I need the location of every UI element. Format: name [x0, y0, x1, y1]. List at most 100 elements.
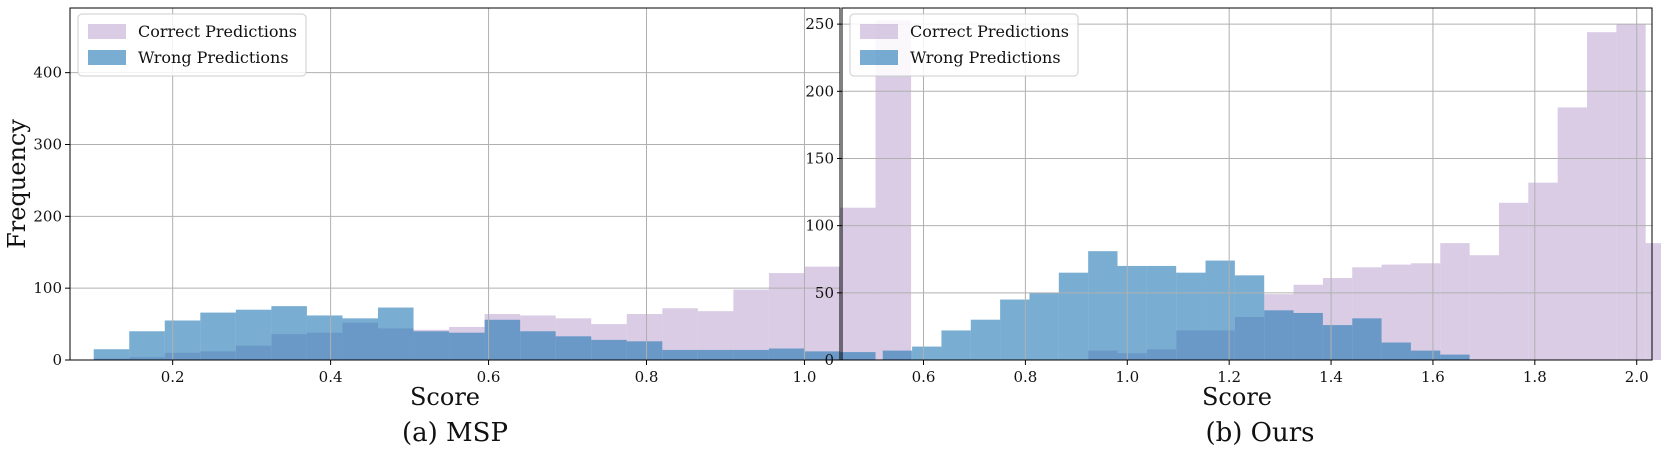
panel-2-wrong-bar: [1146, 265, 1177, 360]
panel-1-wrong-bar: [733, 349, 769, 360]
panel-2-x-tick-label: 2.0: [1625, 368, 1649, 386]
panel-2-correct-bar: [1469, 255, 1499, 360]
panel-1-wrong-bar: [235, 309, 272, 360]
panel-2-correct-bar: [1557, 107, 1587, 360]
panel-2-wrong-bar: [882, 350, 913, 360]
panel-1-legend-wrong-swatch: [88, 50, 126, 65]
panel-1-wrong-bar: [484, 319, 521, 360]
panel-2-wrong-bar: [941, 330, 971, 360]
panel-1-wrong-bar: [768, 348, 805, 360]
panel-1-wrong-bar: [591, 339, 627, 360]
panel-1-x-tick-label: 0.2: [161, 368, 185, 386]
panel-2-wrong-bar: [1322, 325, 1353, 360]
panel-2-y-tick-label: 200: [805, 82, 834, 100]
panel-1-correct-bar: [733, 289, 769, 360]
panel-2-wrong-bar: [1000, 299, 1030, 360]
panel-1-legend-correct-swatch: [88, 24, 126, 39]
panel-1-y-tick-label: 300: [33, 135, 62, 153]
panel-2-correct-bar: [1410, 263, 1441, 360]
panel-1-correct-bar: [875, 20, 912, 360]
panel-1-y-tick-label: 0: [52, 351, 62, 369]
panel-1-wrong-bar: [413, 331, 450, 360]
panel-2-wrong-bar: [1088, 251, 1118, 360]
panel-2-wrong-bar: [1117, 265, 1147, 360]
panel-1-correct-bar: [804, 266, 840, 360]
panel-2-correct-bar: [1498, 202, 1529, 360]
panel-1-x-tick-label: 0.6: [477, 368, 501, 386]
panel-2-wrong-bar: [1381, 342, 1411, 360]
panel-2-wrong-bar: [1176, 272, 1206, 360]
panel-2-wrong-bar: [1264, 310, 1294, 360]
panel-2-group: 0.6 0.8 1.0 1.2 1.4 1.6 1.8 2.0 0 50 100 150 200 250 S…: [805, 7, 1661, 448]
panel-2-wrong-bar: [1234, 275, 1265, 360]
panel-1-y-tick-label: 400: [33, 64, 62, 82]
panel-1-wrong-bar: [271, 306, 307, 360]
panel-2-x-tick-label: 1.4: [1319, 368, 1343, 386]
panel-1-y-tick-label: 200: [33, 207, 62, 225]
panel-1-wrong-bar: [306, 315, 343, 360]
panel-2-wrong-bar: [912, 346, 942, 360]
panel-1-x-tick-label: 0.8: [635, 368, 659, 386]
panel-2-legend-correct-label: Correct Predictions: [910, 22, 1069, 41]
panel-1-correct-bar: [840, 207, 876, 360]
panel-2-correct-bar: [1645, 243, 1661, 360]
panel-1-x-tick-label: 1.0: [793, 368, 817, 386]
panel-2-x-tick-label: 0.8: [1013, 368, 1037, 386]
panel-2-x-tick-label: 1.0: [1115, 368, 1139, 386]
panel-1-wrong-bar: [164, 320, 201, 360]
panel-1-legend-box: [77, 13, 307, 77]
panel-2-legend-wrong-swatch: [860, 50, 898, 65]
panel-2-wrong-bar: [1029, 292, 1059, 360]
panel-2-wrong-bar: [1440, 354, 1470, 360]
panel-2-x-tick-label: 1.6: [1421, 368, 1445, 386]
panel-1-legend-correct-label: Correct Predictions: [138, 22, 297, 41]
panel-1-wrong-bar: [93, 349, 130, 360]
panel-1-y-tick-label: 100: [33, 279, 62, 297]
panel-1-wrong-bar: [378, 307, 414, 360]
panel-1-wrong-bar: [520, 331, 556, 360]
panel-2-y-tick-label: 250: [805, 15, 834, 33]
panel-1-group: 0.2 0.4 0.6 0.8 1.0 0 100 200 300 400 Score Frequen…: [3, 7, 912, 448]
panel-2-x-tick-label: 1.2: [1217, 368, 1241, 386]
panel-2-x-tick-label: 0.6: [912, 368, 936, 386]
panel-1-correct-bar: [768, 273, 805, 360]
panel-2-wrong-bar: [1205, 260, 1235, 360]
panel-2-y-tick-label: 150: [805, 149, 834, 167]
panel-2-legend-box: [849, 13, 1079, 77]
panel-1-axes-frame: [69, 7, 841, 361]
panel-2-wrong-bar: [1410, 350, 1441, 360]
panel-1-wrong-bar: [626, 341, 663, 360]
panel-2-wrong-bar: [970, 319, 1001, 360]
panel-1-wrong-bar: [129, 331, 165, 360]
panel-1-wrong-bar: [449, 332, 485, 360]
panel-2-correct-bar: [1616, 24, 1646, 361]
panel-2-y-tick-label: 50: [815, 284, 834, 302]
panel-1-x-tick-label: 0.4: [319, 368, 343, 386]
panel-2-correct-bar: [1586, 32, 1617, 361]
panel-2-x-tick-label: 1.8: [1523, 368, 1547, 386]
panel-2-correct-bar: [1440, 243, 1470, 360]
panel-1-wrong-bar: [342, 318, 378, 360]
panel-2-axes-frame: [841, 7, 1653, 361]
panel-2-caption: (b) Ours: [1205, 418, 1314, 448]
panel-1-y-axis-label: Frequency: [3, 119, 31, 249]
panel-1-wrong-bar: [555, 336, 592, 360]
panel-1-x-axis-label: Score: [410, 383, 480, 411]
panel-2-y-tick-label: 0: [824, 351, 834, 369]
panel-1-wrong-bar: [697, 349, 734, 360]
panel-1-caption: (a) MSP: [402, 418, 508, 448]
panel-2-y-tick-label: 100: [805, 217, 834, 235]
panel-2-correct-bar: [1528, 182, 1558, 360]
panel-2-wrong-bar: [1293, 312, 1323, 360]
panel-1-legend-wrong-label: Wrong Predictions: [138, 48, 289, 67]
panel-2-legend-correct-swatch: [860, 24, 898, 39]
panel-1-wrong-bar: [200, 312, 236, 360]
panel-1-wrong-bar: [662, 349, 698, 360]
panel-2-wrong-bar: [1058, 272, 1089, 360]
panel-2-wrong-bar: [1352, 318, 1382, 360]
panel-1-wrong-bar: [804, 351, 840, 360]
panel-2-legend-wrong-label: Wrong Predictions: [910, 48, 1061, 67]
panel-1-wrong-bar: [840, 352, 876, 360]
panel-2-x-axis-label: Score: [1202, 383, 1272, 411]
